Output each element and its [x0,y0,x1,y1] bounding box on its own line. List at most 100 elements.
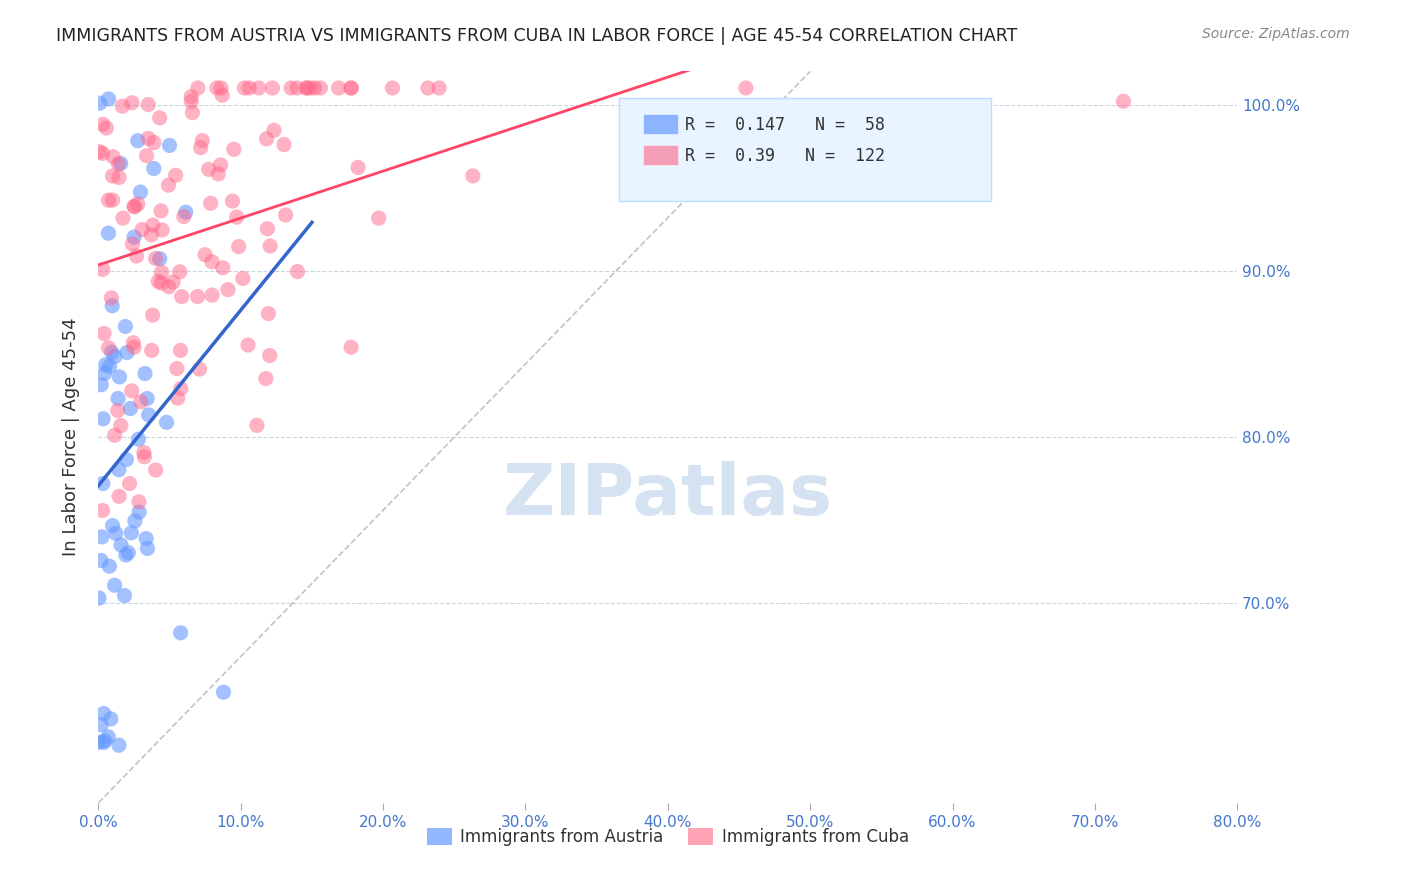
Y-axis label: In Labor Force | Age 45-54: In Labor Force | Age 45-54 [62,318,80,557]
Immigrants from Cuba [217,283,239,297]
Immigrants from Cuba [121,237,143,252]
Immigrants from Cuba [274,208,297,222]
Immigrants from Cuba [111,211,134,225]
Immigrants from Cuba [100,291,122,305]
Immigrants from Cuba [190,141,212,155]
Immigrants from Cuba [734,81,756,95]
Immigrants from Austria [104,526,127,541]
Immigrants from Austria [89,96,111,111]
Immigrants from Austria [97,92,120,106]
Immigrants from Austria [136,392,159,406]
Immigrants from Austria [101,299,124,313]
Immigrants from Cuba [201,288,224,302]
Immigrants from Cuba [295,81,318,95]
Immigrants from Austria [120,401,142,416]
Immigrants from Cuba [125,249,148,263]
Legend: Immigrants from Austria, Immigrants from Cuba: Immigrants from Austria, Immigrants from… [420,822,915,853]
Immigrants from Cuba [233,81,256,95]
Immigrants from Cuba [89,145,111,159]
Immigrants from Cuba [273,137,295,152]
Immigrants from Cuba [205,81,228,95]
Immigrants from Cuba [108,489,131,503]
Immigrants from Cuba [138,131,160,145]
Immigrants from Cuba [101,150,124,164]
Immigrants from Cuba [222,142,245,156]
Immigrants from Cuba [170,290,193,304]
Immigrants from Cuba [108,170,131,185]
Immigrants from Cuba [191,134,214,148]
Immigrants from Cuba [381,81,404,95]
Immigrants from Austria [110,538,132,552]
Immigrants from Cuba [1112,95,1135,109]
Immigrants from Cuba [96,121,118,136]
Text: Source: ZipAtlas.com: Source: ZipAtlas.com [1202,27,1350,41]
Immigrants from Cuba [257,307,280,321]
Immigrants from Cuba [91,146,114,161]
Immigrants from Cuba [181,105,204,120]
Immigrants from Cuba [128,495,150,509]
Immigrants from Austria [100,712,122,726]
Immigrants from Austria [114,589,136,603]
Immigrants from Cuba [141,343,163,358]
Immigrants from Cuba [232,271,254,285]
Immigrants from Cuba [107,157,129,171]
Immigrants from Cuba [209,158,232,172]
Immigrants from Austria [114,319,136,334]
Immigrants from Cuba [207,167,229,181]
Immigrants from Austria [115,345,138,359]
Immigrants from Cuba [110,418,132,433]
Immigrants from Austria [97,730,120,744]
Immigrants from Cuba [285,81,308,95]
Immigrants from Cuba [107,403,129,417]
Text: R =  0.39   N =  122: R = 0.39 N = 122 [685,147,884,165]
Immigrants from Cuba [148,274,170,288]
Immigrants from Cuba [225,210,247,224]
Immigrants from Cuba [150,276,173,290]
Immigrants from Cuba [287,264,309,278]
Immigrants from Austria [87,591,110,605]
Immigrants from Austria [108,463,131,477]
Immigrants from Austria [127,134,149,148]
Immigrants from Cuba [141,227,163,242]
Immigrants from Cuba [304,81,326,95]
Immigrants from Austria [110,156,132,170]
Immigrants from Cuba [101,169,124,183]
Immigrants from Cuba [118,476,141,491]
Immigrants from Cuba [263,123,285,137]
Immigrants from Austria [91,476,114,491]
Immigrants from Cuba [256,132,278,146]
Immigrants from Cuba [259,239,281,253]
Immigrants from Cuba [166,361,188,376]
Immigrants from Cuba [97,194,120,208]
Text: ZIPatlas: ZIPatlas [503,461,832,530]
Immigrants from Cuba [256,221,278,235]
Immigrants from Cuba [211,260,233,275]
Immigrants from Austria [90,553,112,567]
Immigrants from Cuba [122,340,145,354]
Immigrants from Cuba [91,262,114,277]
Immigrants from Cuba [169,343,191,358]
Immigrants from Cuba [131,222,153,236]
Immigrants from Cuba [228,239,250,253]
Immigrants from Austria [114,548,136,562]
Immigrants from Cuba [135,149,157,163]
Immigrants from Cuba [157,279,180,293]
Immigrants from Cuba [295,81,318,95]
Immigrants from Cuba [247,81,270,95]
Immigrants from Cuba [262,81,284,95]
Immigrants from Cuba [157,178,180,193]
Immigrants from Austria [100,345,122,359]
Text: R =  0.147   N =  58: R = 0.147 N = 58 [685,116,884,134]
Immigrants from Cuba [93,326,115,341]
Immigrants from Austria [128,505,150,519]
Immigrants from Cuba [122,199,145,213]
Immigrants from Cuba [142,218,165,232]
Immigrants from Austria [138,408,160,422]
Immigrants from Austria [93,706,115,721]
Immigrants from Cuba [136,97,159,112]
Immigrants from Austria [101,518,124,533]
Immigrants from Austria [108,738,131,752]
Immigrants from Cuba [328,81,350,95]
Immigrants from Cuba [149,111,172,125]
Immigrants from Austria [117,546,139,560]
